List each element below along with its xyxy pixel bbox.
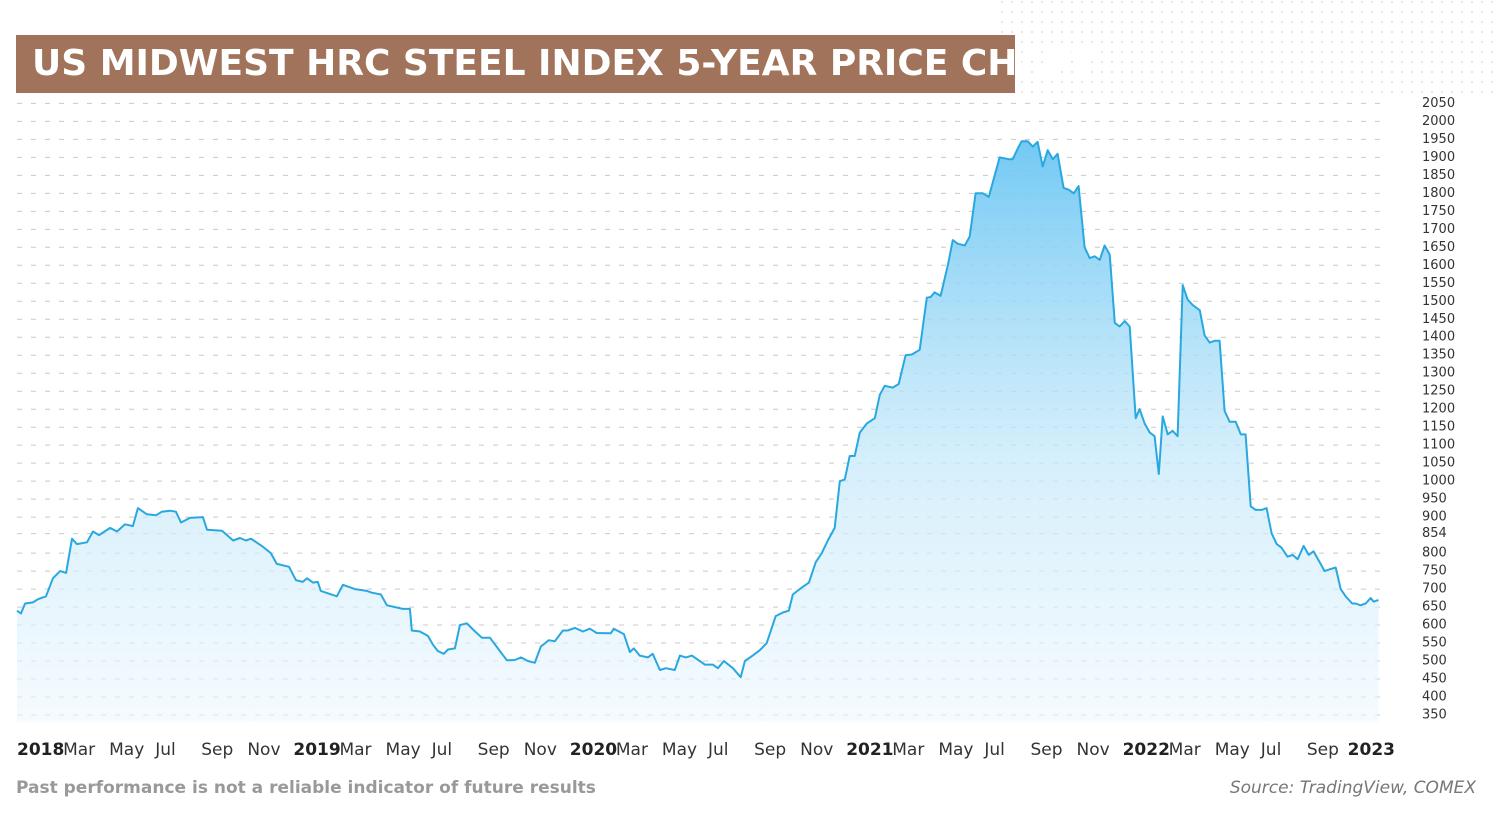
x-tick-label: Jul [1260,740,1282,760]
x-tick-label: May [386,740,421,760]
y-tick-label: 1800 [1422,186,1455,201]
x-tick-label: 2022 [1123,740,1170,760]
y-tick-label: 2050 [1422,96,1455,111]
y-tick-label: 800 [1422,546,1447,561]
x-tick-label: Mar [63,740,95,760]
y-tick-label: 1450 [1422,312,1455,327]
x-tick-label: Mar [339,740,371,760]
x-tick-label: Mar [892,740,924,760]
x-tick-label: Sep [754,740,786,760]
y-tick-label: 500 [1422,654,1447,669]
x-tick-label: Sep [478,740,510,760]
x-tick-label: Nov [1077,740,1110,760]
y-tick-label: 854 [1422,526,1447,541]
grid [17,102,1385,716]
y-tick-label: 550 [1422,636,1447,651]
x-tick-label: May [938,740,973,760]
y-tick-label: 1250 [1422,384,1455,399]
y-tick-label: 1300 [1422,366,1455,381]
x-tick-label: Nov [247,740,280,760]
x-tick-label: Mar [616,740,648,760]
x-tick-label: Jul [983,740,1005,760]
x-tick-label: Mar [1169,740,1201,760]
x-tick-label: Jul [154,740,176,760]
y-tick-label: 350 [1422,708,1447,723]
y-tick-label: 1650 [1422,240,1455,255]
source: Source: TradingView, COMEX [1230,778,1477,798]
y-tick-label: 1500 [1422,294,1455,309]
y-tick-label: 1900 [1422,150,1455,165]
y-tick-label: 900 [1422,510,1447,525]
x-tick-label: May [662,740,697,760]
y-tick-label: 1200 [1422,402,1455,417]
x-tick-label: Sep [201,740,233,760]
x-tick-label: Jul [431,740,453,760]
background-dots [1000,0,1500,100]
plot-area [16,140,1379,723]
y-tick-label: 400 [1422,690,1447,705]
x-tick-label: 2021 [846,740,893,760]
y-tick-label: 650 [1422,600,1447,615]
chart-title: US MIDWEST HRC STEEL INDEX 5-YEAR PRICE … [32,43,1096,84]
y-tick-label: 1100 [1422,438,1455,453]
title-box [16,35,1015,93]
y-tick-label: 1750 [1422,204,1455,219]
disclaimer: Past performance is not a reliable indic… [16,778,596,798]
area-fill [17,141,1379,723]
x-tick-label: Nov [524,740,557,760]
y-tick-label: 1150 [1422,420,1455,435]
y-tick-label: 1600 [1422,258,1455,273]
y-tick-label: 450 [1422,672,1447,687]
x-tick-label: Jul [707,740,729,760]
x-tick-label: May [109,740,144,760]
y-tick-label: 1050 [1422,456,1455,471]
x-tick-label: 2018 [17,740,64,760]
y-tick-label: 1400 [1422,330,1455,345]
x-tick-label: 2019 [293,740,340,760]
y-tick-label: 950 [1422,492,1447,507]
y-tick-label: 2000 [1422,114,1455,129]
y-tick-label: 700 [1422,582,1447,597]
x-tick-label: Sep [1030,740,1062,760]
x-tick-label: May [1215,740,1250,760]
y-tick-label: 1550 [1422,276,1455,291]
x-tick-label: Sep [1307,740,1339,760]
y-tick-label: 1700 [1422,222,1455,237]
y-tick-label: 1350 [1422,348,1455,363]
x-tick-label: 2020 [570,740,617,760]
y-tick-label: 1950 [1422,132,1455,147]
y-tick-label: 750 [1422,564,1447,579]
y-tick-label: 600 [1422,618,1447,633]
y-tick-label: 1000 [1422,474,1455,489]
price-line [16,140,1379,679]
y-tick-label: 1850 [1422,168,1455,183]
x-tick-label: 2023 [1348,740,1395,760]
x-tick-label: Nov [800,740,833,760]
